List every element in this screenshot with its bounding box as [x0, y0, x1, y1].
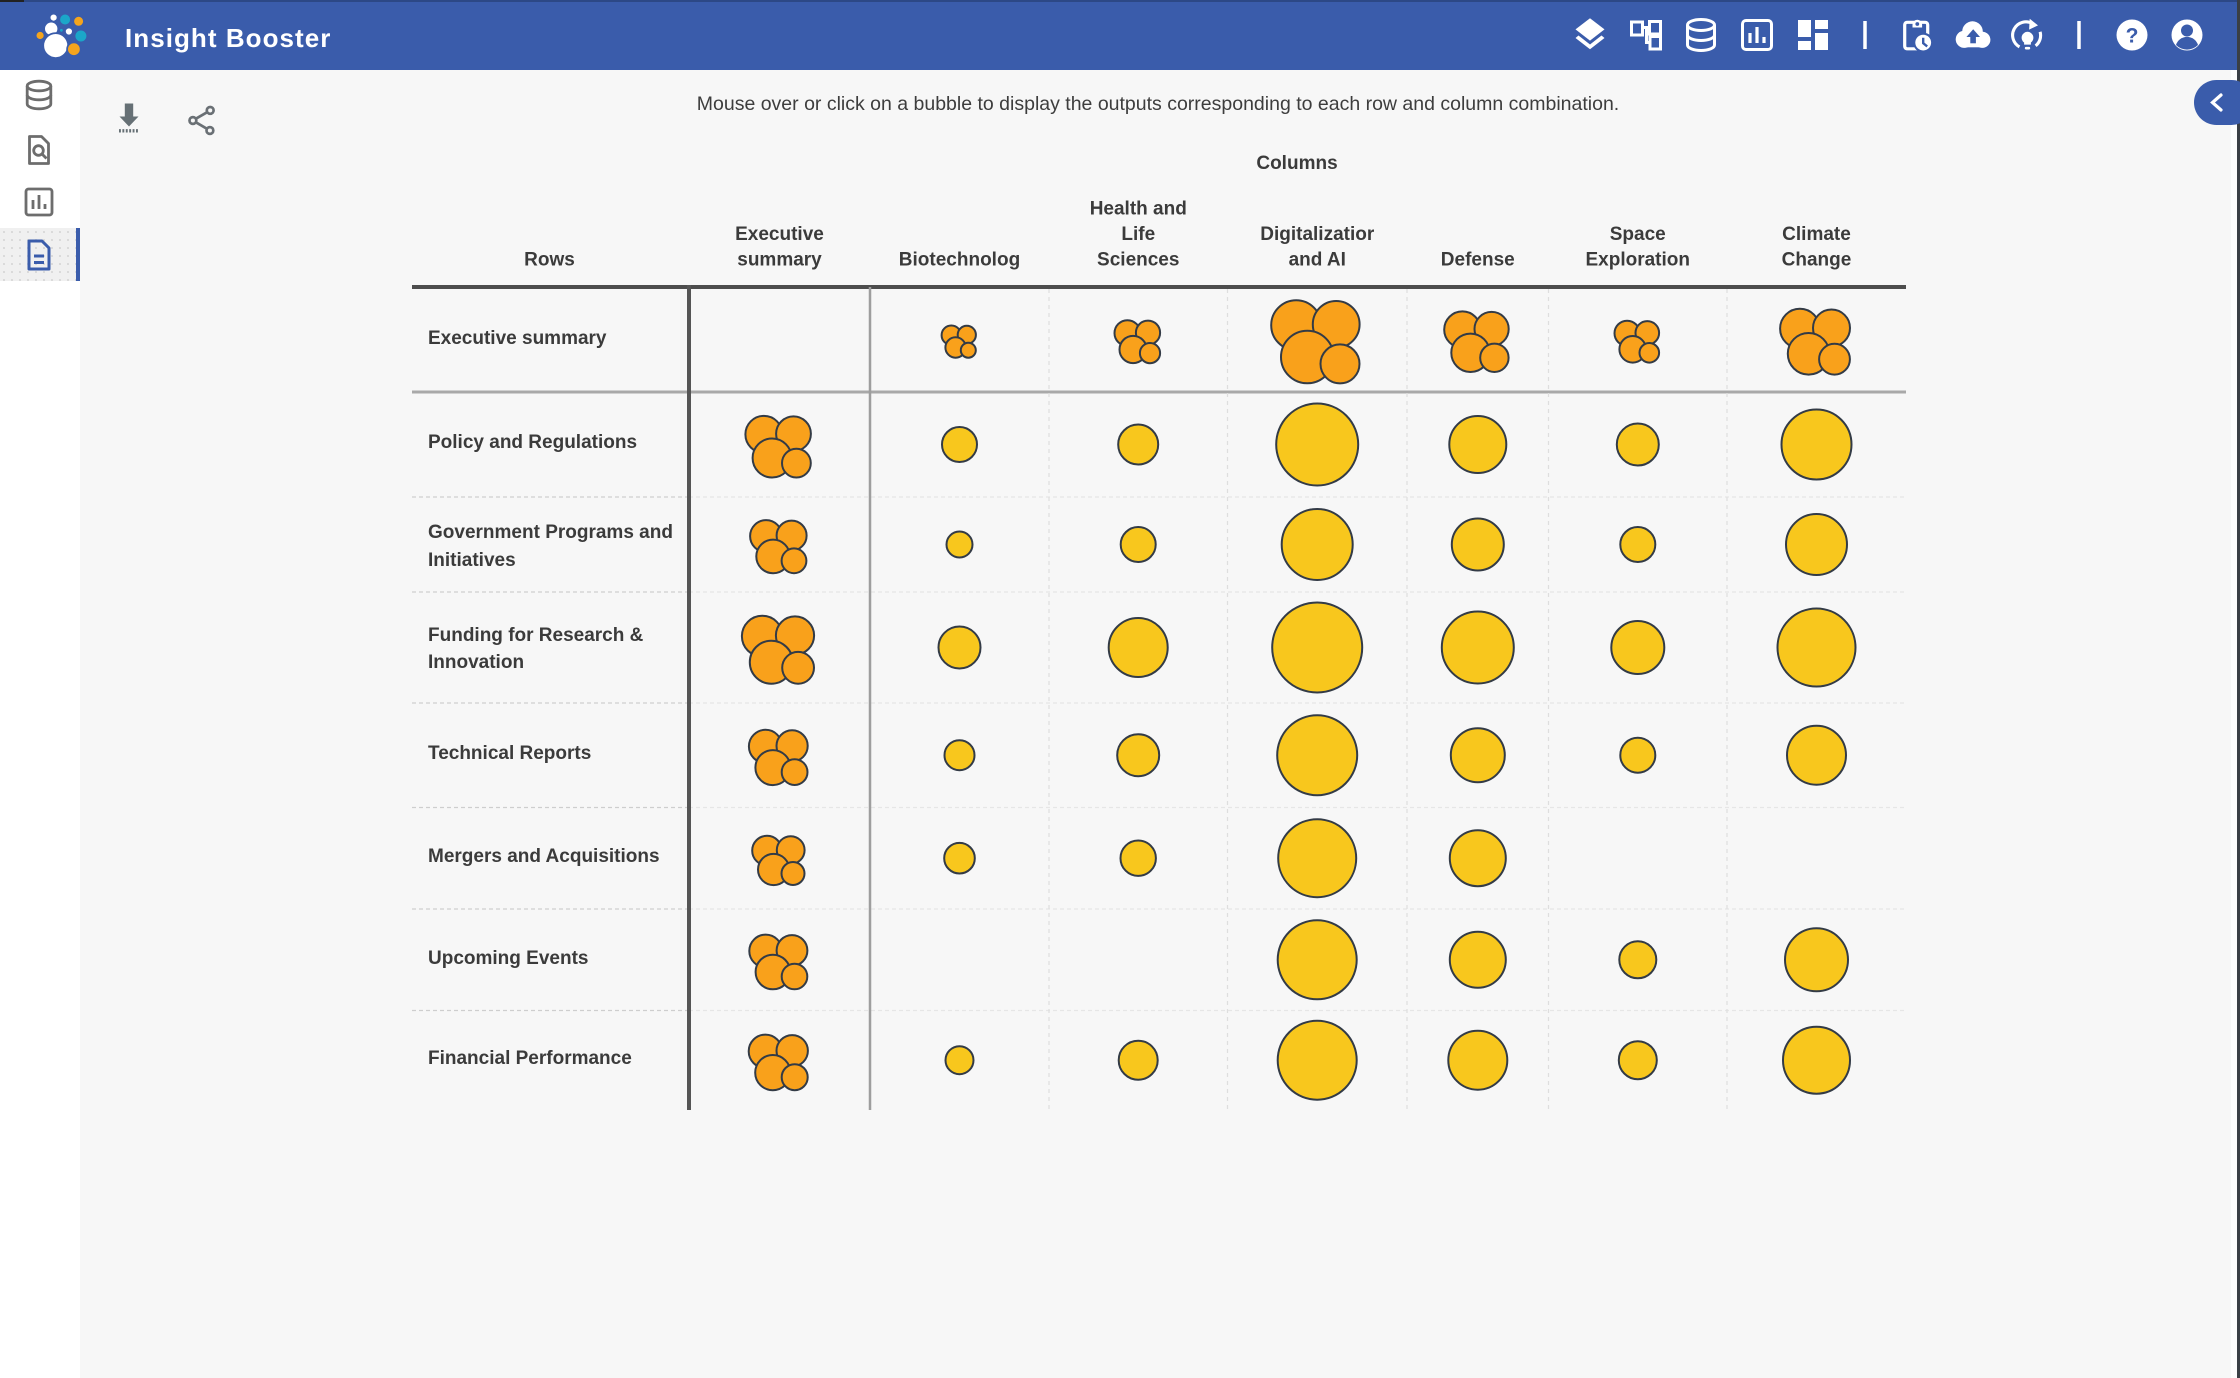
- svg-text:Sciences: Sciences: [1097, 250, 1179, 271]
- svg-text:Innovation: Innovation: [428, 652, 524, 673]
- svg-text:Space: Space: [1610, 224, 1666, 245]
- svg-text:Financial Performance: Financial Performance: [428, 1048, 632, 1069]
- svg-text:Initiatives: Initiatives: [428, 550, 516, 571]
- svg-text:Change: Change: [1782, 250, 1852, 271]
- svg-text:Life: Life: [1121, 224, 1155, 245]
- svg-text:Executive summary: Executive summary: [428, 328, 607, 349]
- svg-text:Exploration: Exploration: [1585, 250, 1690, 271]
- svg-text:Rows: Rows: [524, 250, 575, 271]
- svg-text:and AI: and AI: [1289, 250, 1346, 271]
- svg-text:Climate: Climate: [1782, 224, 1851, 245]
- svg-text:Upcoming Events: Upcoming Events: [428, 948, 588, 969]
- svg-text:Government Programs and: Government Programs and: [428, 522, 673, 543]
- svg-text:Funding for Research &: Funding for Research &: [428, 625, 644, 646]
- svg-text:Biotechnolog: Biotechnolog: [899, 250, 1020, 271]
- svg-text:Mergers and Acquisitions: Mergers and Acquisitions: [428, 846, 660, 867]
- svg-text:Digitalizatior: Digitalizatior: [1260, 224, 1375, 245]
- svg-text:Technical Reports: Technical Reports: [428, 743, 591, 764]
- svg-text:Executive: Executive: [735, 224, 824, 245]
- svg-text:Defense: Defense: [1441, 250, 1515, 271]
- svg-text:summary: summary: [737, 250, 822, 271]
- svg-text:Mouse over or click on a bubbl: Mouse over or click on a bubble to displ…: [697, 93, 1619, 115]
- svg-text:Policy and Regulations: Policy and Regulations: [428, 432, 637, 453]
- svg-text:Columns: Columns: [1256, 153, 1337, 174]
- svg-text:Health and: Health and: [1090, 199, 1187, 220]
